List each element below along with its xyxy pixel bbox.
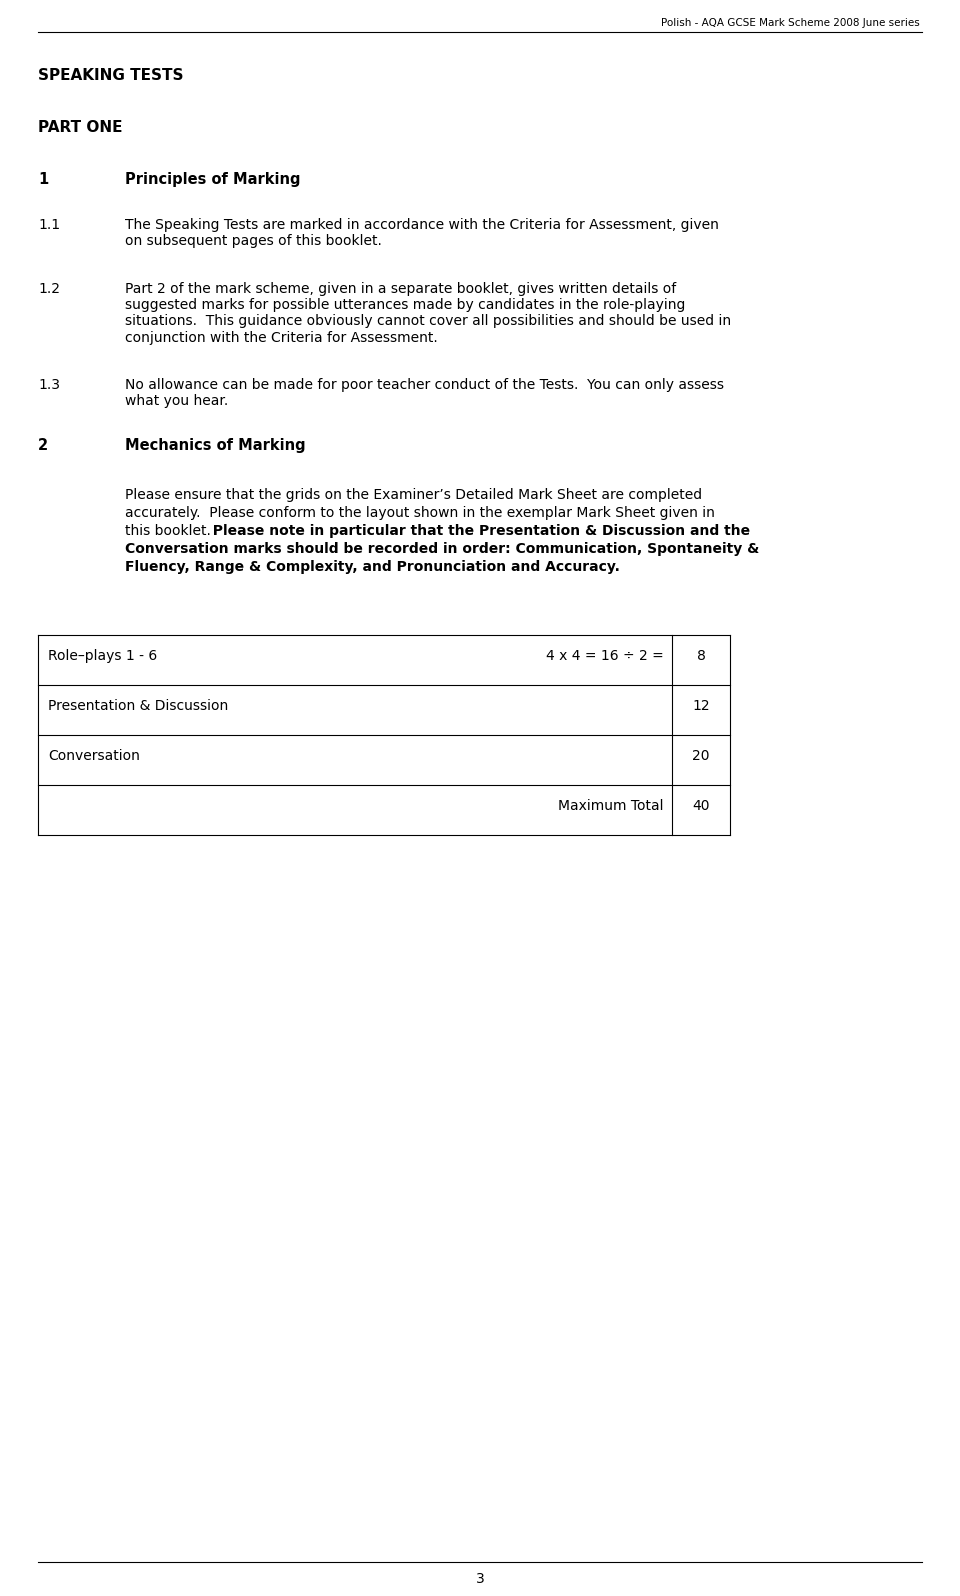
Text: accurately.  Please conform to the layout shown in the exemplar Mark Sheet given: accurately. Please conform to the layout… <box>125 506 715 520</box>
Text: Role–plays 1 - 6: Role–plays 1 - 6 <box>48 650 157 662</box>
Text: Mechanics of Marking: Mechanics of Marking <box>125 437 305 453</box>
Text: Please ensure that the grids on the Examiner’s Detailed Mark Sheet are completed: Please ensure that the grids on the Exam… <box>125 488 702 503</box>
Text: 40: 40 <box>692 800 709 812</box>
Text: Principles of Marking: Principles of Marking <box>125 172 300 187</box>
Text: 1.2: 1.2 <box>38 282 60 295</box>
Text: Please note in particular that the Presentation & Discussion and the: Please note in particular that the Prese… <box>203 523 750 538</box>
Text: Maximum Total: Maximum Total <box>559 800 664 812</box>
Text: Conversation marks should be recorded in order: Communication, Spontaneity &: Conversation marks should be recorded in… <box>125 543 759 555</box>
Text: 12: 12 <box>692 699 709 713</box>
Text: Polish - AQA GCSE Mark Scheme 2008 June series: Polish - AQA GCSE Mark Scheme 2008 June … <box>661 18 920 29</box>
Text: 8: 8 <box>697 650 706 662</box>
Text: 1: 1 <box>38 172 48 187</box>
Text: 20: 20 <box>692 749 709 763</box>
Text: 2: 2 <box>38 437 48 453</box>
Text: Part 2 of the mark scheme, given in a separate booklet, gives written details of: Part 2 of the mark scheme, given in a se… <box>125 282 732 345</box>
Text: PART ONE: PART ONE <box>38 120 123 136</box>
Text: 4 x 4 = 16 ÷ 2 =: 4 x 4 = 16 ÷ 2 = <box>546 650 664 662</box>
Text: The Speaking Tests are marked in accordance with the Criteria for Assessment, gi: The Speaking Tests are marked in accorda… <box>125 219 719 249</box>
Text: Conversation: Conversation <box>48 749 140 763</box>
Text: 1.3: 1.3 <box>38 378 60 393</box>
Text: this booklet.: this booklet. <box>125 523 211 538</box>
Text: No allowance can be made for poor teacher conduct of the Tests.  You can only as: No allowance can be made for poor teache… <box>125 378 724 409</box>
Text: Fluency, Range & Complexity, and Pronunciation and Accuracy.: Fluency, Range & Complexity, and Pronunc… <box>125 560 620 575</box>
Text: SPEAKING TESTS: SPEAKING TESTS <box>38 69 183 83</box>
Text: 3: 3 <box>475 1572 485 1586</box>
Text: 1.1: 1.1 <box>38 219 60 231</box>
Text: Presentation & Discussion: Presentation & Discussion <box>48 699 228 713</box>
